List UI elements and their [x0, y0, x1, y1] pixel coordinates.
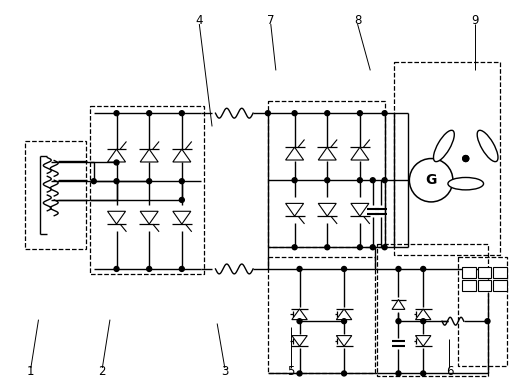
Bar — [458, 257, 507, 366]
Bar — [377, 244, 488, 376]
Bar — [462, 280, 476, 290]
Circle shape — [463, 156, 469, 162]
Circle shape — [382, 245, 387, 250]
Polygon shape — [415, 309, 431, 319]
Polygon shape — [292, 336, 307, 346]
Circle shape — [382, 111, 387, 116]
Ellipse shape — [433, 130, 454, 162]
Circle shape — [325, 111, 330, 116]
Circle shape — [91, 179, 96, 184]
Circle shape — [292, 245, 297, 250]
Circle shape — [297, 371, 302, 376]
Bar — [90, 106, 204, 274]
Polygon shape — [336, 309, 352, 319]
Text: 5: 5 — [287, 365, 295, 378]
Bar — [462, 267, 476, 278]
Polygon shape — [351, 203, 369, 216]
Circle shape — [342, 371, 347, 376]
Circle shape — [325, 178, 330, 183]
Polygon shape — [107, 149, 125, 162]
Bar — [268, 102, 384, 247]
Text: 6: 6 — [446, 365, 453, 378]
Polygon shape — [415, 336, 431, 346]
Polygon shape — [285, 147, 303, 160]
Bar — [394, 62, 501, 255]
Circle shape — [180, 267, 184, 271]
Polygon shape — [292, 309, 307, 319]
Circle shape — [297, 267, 302, 271]
Circle shape — [180, 179, 184, 184]
Circle shape — [114, 111, 119, 116]
Text: 2: 2 — [99, 365, 106, 378]
Circle shape — [265, 111, 270, 116]
Circle shape — [147, 267, 152, 271]
Circle shape — [396, 319, 401, 324]
Circle shape — [358, 245, 362, 250]
Polygon shape — [318, 203, 336, 216]
Text: 8: 8 — [354, 14, 361, 27]
Polygon shape — [285, 203, 303, 216]
Circle shape — [396, 267, 401, 271]
Polygon shape — [392, 299, 405, 309]
Bar — [268, 257, 375, 374]
Circle shape — [370, 178, 375, 183]
Polygon shape — [140, 211, 158, 224]
Text: 9: 9 — [471, 14, 479, 27]
Circle shape — [409, 158, 453, 202]
Polygon shape — [351, 147, 369, 160]
Circle shape — [358, 111, 362, 116]
Text: 3: 3 — [221, 365, 229, 378]
Circle shape — [325, 245, 330, 250]
Circle shape — [147, 179, 152, 184]
Bar — [493, 280, 507, 290]
Circle shape — [358, 178, 362, 183]
Polygon shape — [140, 149, 158, 162]
Circle shape — [114, 267, 119, 271]
Circle shape — [485, 319, 490, 324]
Text: 1: 1 — [27, 365, 35, 378]
Ellipse shape — [448, 178, 483, 190]
Circle shape — [382, 178, 387, 183]
Circle shape — [421, 371, 426, 376]
Polygon shape — [173, 211, 191, 224]
Circle shape — [463, 156, 469, 162]
Text: G: G — [425, 173, 437, 187]
Circle shape — [147, 111, 152, 116]
Circle shape — [292, 178, 297, 183]
Circle shape — [342, 319, 347, 324]
Polygon shape — [318, 147, 336, 160]
Circle shape — [342, 267, 347, 271]
Polygon shape — [173, 149, 191, 162]
Bar — [493, 267, 507, 278]
Ellipse shape — [477, 130, 498, 162]
Bar — [478, 280, 491, 290]
Circle shape — [180, 198, 184, 202]
Circle shape — [292, 111, 297, 116]
Circle shape — [421, 267, 426, 271]
Circle shape — [297, 319, 302, 324]
Bar — [478, 267, 491, 278]
Circle shape — [114, 179, 119, 184]
Polygon shape — [336, 336, 352, 346]
Circle shape — [180, 111, 184, 116]
Text: 7: 7 — [267, 14, 275, 27]
Polygon shape — [107, 211, 125, 224]
Text: 4: 4 — [196, 14, 203, 27]
Circle shape — [396, 371, 401, 376]
Bar — [25, 141, 86, 249]
Circle shape — [114, 160, 119, 165]
Circle shape — [421, 319, 426, 324]
Circle shape — [370, 245, 375, 250]
